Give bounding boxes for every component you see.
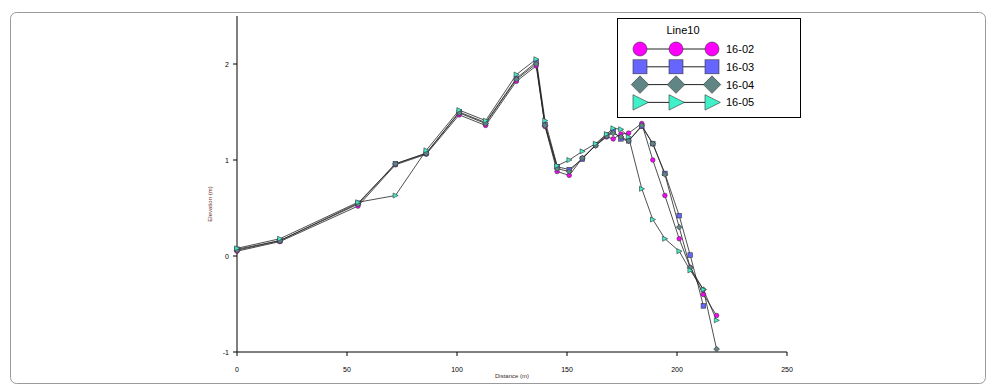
- x-axis-title: Distance (m): [495, 373, 529, 379]
- data-point: [611, 126, 616, 131]
- x-tick-label: 0: [235, 366, 239, 373]
- legend-marker: [705, 60, 719, 74]
- x-tick: [567, 352, 568, 356]
- data-point: [543, 118, 548, 123]
- data-point: [278, 236, 283, 241]
- data-point: [688, 253, 693, 258]
- legend: Line10 16-02 16-03 16-04 16-05: [618, 19, 801, 118]
- data-point: [393, 161, 399, 167]
- data-point: [580, 149, 585, 154]
- data-point: [580, 156, 585, 161]
- y-axis: [237, 16, 238, 352]
- data-point: [651, 158, 656, 163]
- y-axis-title: Elevation (m): [207, 186, 213, 221]
- legend-label: 16-05: [726, 96, 754, 108]
- y-tick-label: 0: [225, 253, 229, 260]
- data-point: [677, 236, 682, 241]
- data-point: [424, 148, 429, 153]
- x-tick-label: 200: [671, 366, 683, 373]
- data-point: [542, 123, 548, 129]
- series-line: [237, 66, 717, 316]
- x-tick: [677, 352, 678, 356]
- y-tick: [233, 64, 237, 65]
- data-point: [677, 249, 682, 254]
- data-point: [235, 246, 240, 251]
- data-point: [533, 61, 539, 67]
- data-point: [610, 130, 616, 136]
- data-point: [650, 141, 656, 147]
- x-tick: [347, 352, 348, 356]
- data-point: [566, 169, 572, 175]
- data-point: [662, 172, 668, 178]
- legend-marker: [633, 60, 647, 74]
- data-point: [534, 57, 539, 62]
- x-axis: [237, 352, 787, 353]
- legend-marker: [705, 95, 720, 110]
- data-point: [514, 76, 520, 82]
- data-point: [701, 287, 707, 293]
- legend-marker: [703, 76, 721, 94]
- data-point: [714, 346, 720, 352]
- data-point: [483, 118, 488, 123]
- data-point: [701, 287, 706, 292]
- legend-marker: [669, 60, 683, 74]
- data-point: [555, 163, 560, 168]
- y-tick: [233, 160, 237, 161]
- data-point: [514, 72, 519, 77]
- data-point: [640, 186, 645, 191]
- x-tick: [237, 352, 238, 356]
- data-point: [593, 141, 598, 146]
- legend-marker: [705, 42, 719, 56]
- data-point: [701, 304, 706, 309]
- x-tick-label: 100: [451, 366, 463, 373]
- y-tick: [233, 352, 237, 353]
- data-point: [393, 193, 398, 198]
- legend-marker: [633, 95, 648, 110]
- frame: [11, 13, 986, 384]
- y-tick-label: 2: [225, 61, 229, 68]
- data-point: [626, 134, 631, 139]
- legend-title: Line10: [666, 24, 699, 36]
- legend-label: 16-04: [726, 79, 754, 91]
- data-point: [611, 137, 616, 142]
- x-tick-label: 50: [343, 366, 351, 373]
- x-tick-label: 150: [561, 366, 573, 373]
- y-tick-label: 1: [225, 157, 229, 164]
- data-point: [651, 217, 656, 222]
- legend-marker: [633, 42, 647, 56]
- data-point: [639, 123, 645, 129]
- legend-label: 16-02: [726, 43, 754, 55]
- data-point: [618, 134, 624, 140]
- data-point: [567, 157, 572, 162]
- data-point: [663, 236, 668, 241]
- data-point: [714, 313, 719, 318]
- y-tick-label: -1: [223, 349, 229, 356]
- legend-label: 16-03: [726, 61, 754, 73]
- data-point: [393, 162, 398, 167]
- data-point: [714, 318, 719, 323]
- legend-box: [618, 19, 801, 118]
- legend-marker: [669, 42, 683, 56]
- data-point: [651, 141, 656, 146]
- x-tick: [457, 352, 458, 356]
- data-point: [619, 127, 624, 132]
- legend-marker: [667, 76, 685, 94]
- y-tick: [233, 256, 237, 257]
- series-line: [237, 62, 703, 306]
- data-point: [688, 268, 693, 273]
- data-point: [580, 155, 586, 161]
- data-point: [457, 108, 462, 113]
- data-point: [677, 213, 682, 218]
- chart: 0 50 100 150 200 250 -1 0 1 2 Distance (m) Elevatio…: [0, 0, 992, 390]
- x-tick: [787, 352, 788, 356]
- data-point: [663, 193, 668, 198]
- legend-marker: [669, 95, 684, 110]
- x-tick-label: 250: [781, 366, 793, 373]
- data-point: [676, 224, 682, 230]
- data-point: [356, 200, 361, 205]
- data-point: [604, 132, 609, 137]
- legend-marker: [631, 76, 649, 94]
